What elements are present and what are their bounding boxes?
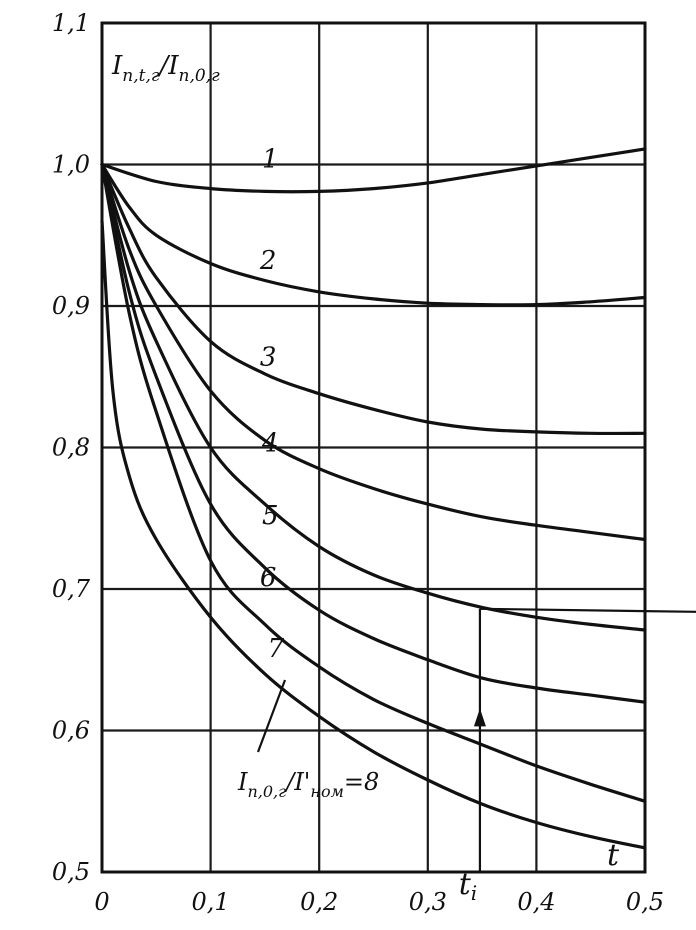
y-tick-label: 1,0 xyxy=(52,151,90,179)
y-tick-label: 0,5 xyxy=(52,858,90,886)
series-line-1 xyxy=(100,147,647,194)
series-line-6 xyxy=(100,162,647,704)
t-i-marker: ti xyxy=(459,607,696,905)
curve-label-6: 6 xyxy=(260,563,277,593)
y-tick-label: 1,1 xyxy=(52,9,90,37)
curve-label-3: 3 xyxy=(260,342,277,372)
x-tick-label: 0,5 xyxy=(626,888,664,916)
t-i-arrowhead xyxy=(473,708,486,727)
y-tick-label: 0,9 xyxy=(52,292,90,320)
curves xyxy=(100,147,647,850)
x-tick-label: 0,1 xyxy=(192,888,230,916)
curve-label-1: 1 xyxy=(262,144,279,174)
curve-label-7: 7 xyxy=(267,634,284,664)
t-i-label: ti xyxy=(459,867,477,905)
t-i-curve-ref xyxy=(479,607,696,613)
series-8-label: Iп,0,г/I'ном=8 xyxy=(237,768,379,801)
curve-label-5: 5 xyxy=(262,501,279,531)
x-tick-label: 0,2 xyxy=(300,888,338,916)
series-line-8 xyxy=(100,219,647,850)
x-tick-label: 0,4 xyxy=(517,888,555,916)
curve-label-4: 4 xyxy=(261,429,279,459)
series-line-2 xyxy=(100,162,647,307)
series-line-4 xyxy=(100,162,647,542)
y-tick-label: 0,7 xyxy=(52,575,91,603)
x-axis-label: t xyxy=(607,838,620,873)
series-line-7 xyxy=(100,162,647,803)
tick-labels: 0 0,1 0,2 0,3 0,4 0,5 0,5 0,6 0,7 0,8 0,9 1,0 1,1 xyxy=(52,9,664,916)
series-line-5 xyxy=(100,162,647,632)
x-tick-label: 0 xyxy=(94,888,109,916)
plot-frame xyxy=(100,21,647,874)
y-tick-label: 0,6 xyxy=(52,717,90,745)
series-8-leader xyxy=(256,679,287,753)
series-line-3 xyxy=(100,162,647,436)
curve-labels: 1 2 3 4 5 6 7 xyxy=(259,144,285,664)
y-tick-label: 0,8 xyxy=(52,434,90,462)
x-tick-label: 0,3 xyxy=(409,888,447,916)
curve-label-2: 2 xyxy=(259,246,277,276)
y-axis-label: Iп,t,г/Iп,0,г xyxy=(111,51,220,86)
